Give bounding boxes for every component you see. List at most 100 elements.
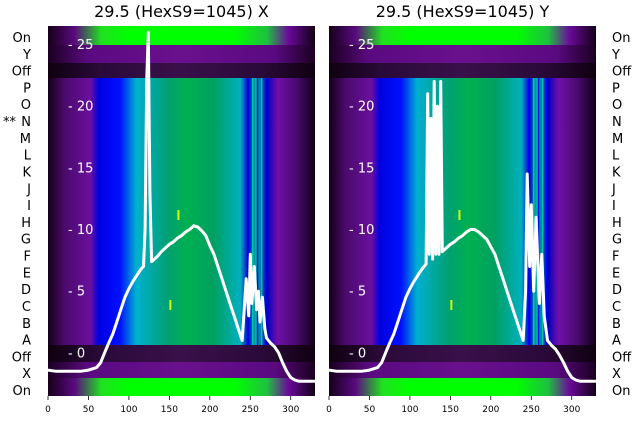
band-off-top <box>329 63 596 78</box>
x-tick-label: 0 <box>45 405 51 415</box>
band-off-bottom <box>48 345 315 362</box>
heatmap-body <box>48 78 315 345</box>
row-label-left: Off <box>12 350 32 365</box>
y-tick-label: - 15 <box>349 161 374 176</box>
x-tick-label: 50 <box>364 405 376 415</box>
row-label-left: B <box>22 317 31 332</box>
streak-line <box>260 78 263 345</box>
band-y-top <box>329 45 596 63</box>
row-label-left: H <box>21 216 31 231</box>
y-tick-label: - 20 <box>68 100 93 115</box>
heatmap-panel: - 0 - 5 - 10 - 15 - 20 - 25 0 50 100 150 200 250 300 <box>326 26 596 415</box>
row-label-left: K <box>22 165 31 180</box>
y-tick-label: - 15 <box>68 161 93 176</box>
y-tick-label: - 10 <box>68 223 93 238</box>
band-y-top <box>48 45 315 63</box>
streak-line <box>247 78 249 345</box>
row-label-right: L <box>612 149 620 164</box>
row-label-right: On <box>612 384 630 399</box>
x-tick-label: 150 <box>161 405 178 415</box>
row-label-left: I <box>27 199 31 214</box>
band-on-top <box>329 26 596 45</box>
row-label-right: P <box>612 81 620 96</box>
row-label-right: E <box>612 266 620 281</box>
row-label-left: N <box>21 115 31 130</box>
row-label-right: H <box>612 216 622 231</box>
x-tick-label: 150 <box>442 405 459 415</box>
y-tick-label: - 25 <box>349 38 374 53</box>
band-x-bottom <box>329 362 596 378</box>
band-on-top <box>48 26 315 45</box>
streak-line <box>264 78 267 345</box>
row-label-left: A <box>22 334 31 349</box>
streak-line <box>532 78 535 345</box>
row-label-left: On <box>13 31 31 46</box>
streak-line <box>256 78 259 345</box>
row-label-left: On <box>13 384 31 399</box>
x-tick-label: 0 <box>326 405 332 415</box>
x-tick-label: 250 <box>242 405 259 415</box>
row-marker-label: ** <box>3 115 17 130</box>
chart-title: 29.5 (HexS9=1045) Y <box>376 2 550 21</box>
row-label-right: Off <box>612 350 632 365</box>
row-label-right: J <box>611 182 616 197</box>
heatmap-body <box>329 78 596 345</box>
row-label-right: A <box>612 334 621 349</box>
row-label-left: O <box>21 98 31 113</box>
row-label-left: C <box>22 300 31 315</box>
row-label-right: X <box>612 367 621 382</box>
row-label-left: D <box>21 283 31 298</box>
row-label-right: G <box>612 233 622 248</box>
chart-title: 29.5 (HexS9=1045) X <box>94 2 269 21</box>
row-label-left: X <box>22 367 31 382</box>
row-label-right: Y <box>611 48 620 63</box>
x-tick-label: 300 <box>563 405 580 415</box>
row-label-right: B <box>612 317 621 332</box>
series-line <box>329 80 596 383</box>
band-on-bottom <box>329 378 596 396</box>
row-label-right: N <box>612 115 622 130</box>
streak-line <box>251 78 254 345</box>
x-tick-label: 50 <box>83 405 95 415</box>
x-tick-label: 100 <box>120 405 137 415</box>
band-x-bottom <box>48 362 315 378</box>
row-label-left: E <box>23 266 31 281</box>
heatmap-panel: - 0 - 5 - 10 - 15 - 20 - 25 0 50 100 150 200 250 300 <box>45 26 315 415</box>
y-tick-label: - 25 <box>68 38 93 53</box>
row-label-left: Y <box>22 48 31 63</box>
x-tick-label: 200 <box>201 405 218 415</box>
row-label-left: M <box>20 132 31 147</box>
row-label-right: I <box>612 199 616 214</box>
row-label-right: C <box>612 300 621 315</box>
x-tick-label: 100 <box>401 405 418 415</box>
row-label-left: F <box>24 250 31 265</box>
speck-mark <box>458 210 461 220</box>
x-tick-label: 200 <box>482 405 499 415</box>
row-label-right: M <box>612 132 623 147</box>
row-label-right: On <box>612 31 630 46</box>
x-tick-label: 300 <box>282 405 299 415</box>
row-label-right: Off <box>612 65 632 80</box>
band-off-bottom <box>329 345 596 362</box>
row-label-left: G <box>21 233 31 248</box>
speck-mark <box>169 300 172 310</box>
speck-mark <box>450 300 453 310</box>
streak-line <box>545 78 548 345</box>
y-tick-label: - 0 <box>349 346 366 361</box>
row-label-left: P <box>23 81 31 96</box>
band-on-bottom <box>48 378 315 396</box>
y-tick-label: - 5 <box>349 285 366 300</box>
y-tick-label: - 0 <box>68 346 85 361</box>
x-tick-label: 250 <box>523 405 540 415</box>
row-label-right: F <box>612 250 619 265</box>
band-off-top <box>48 63 315 78</box>
row-label-left: Off <box>12 65 32 80</box>
y-tick-label: - 20 <box>349 100 374 115</box>
y-tick-label: - 5 <box>68 285 85 300</box>
row-label-left: L <box>24 149 32 164</box>
speck-mark <box>177 210 180 220</box>
row-label-left: J <box>26 182 31 197</box>
y-tick-label: - 10 <box>349 223 374 238</box>
streak-line <box>541 78 544 345</box>
